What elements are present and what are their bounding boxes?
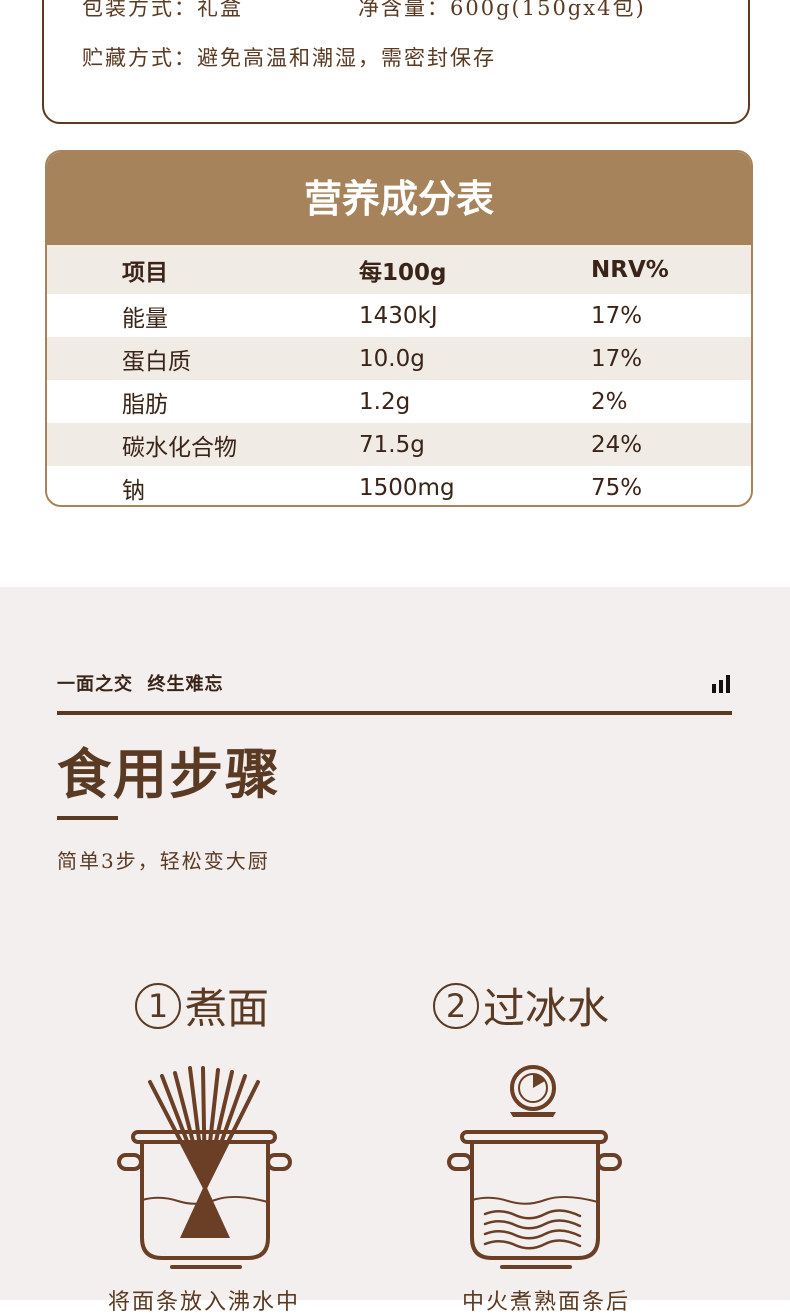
header-per100g: 每100g	[359, 259, 447, 286]
step-1-caption: 将面条放入沸水中	[108, 1290, 301, 1315]
nutrition-table: 营养成分表 项目 每100g NRV% 能量 1430kJ 17% 蛋白质 10.0g…	[45, 150, 753, 507]
cell: 1430kJ	[359, 302, 438, 329]
cell: 24%	[591, 431, 643, 458]
cell: 17%	[591, 302, 643, 329]
cell: 碳水化合物	[122, 434, 237, 461]
step-label: 煮面	[185, 984, 270, 1033]
step-number: 1	[135, 982, 181, 1029]
table-row: 能量 1430kJ 17%	[47, 294, 751, 337]
table-row: 蛋白质 10.0g 17%	[47, 337, 751, 380]
table-row: 钠 1500mg 75%	[47, 466, 751, 505]
step-2-title: 2 过冰水	[433, 975, 609, 1036]
cell: 能量	[122, 305, 168, 332]
header-item: 项目	[122, 259, 168, 286]
packaging-text: 包装方式：礼盒	[82, 0, 243, 20]
section-title: 食用步骤	[57, 742, 281, 806]
cell: 脂肪	[122, 391, 168, 418]
net-weight-text: 净含量：600g(150gx4包)	[358, 0, 646, 20]
step-1-title: 1 煮面	[135, 975, 269, 1036]
step-2-caption: 中火煮熟面条后	[462, 1290, 631, 1315]
pot-with-noodles-icon	[117, 1066, 292, 1269]
header-nrv: NRV%	[591, 256, 669, 283]
cell: 1500mg	[359, 474, 455, 501]
pot-with-timer-icon	[447, 1065, 622, 1269]
cell: 10.0g	[359, 345, 425, 372]
bars-icon	[712, 675, 732, 693]
table-header: 项目 每100g NRV%	[47, 245, 751, 294]
cell: 17%	[591, 345, 643, 372]
product-info-box	[42, 0, 750, 124]
cell: 2%	[591, 388, 628, 415]
table-row: 脂肪 1.2g 2%	[47, 380, 751, 423]
cell: 钠	[122, 477, 145, 504]
cell: 71.5g	[359, 431, 425, 458]
cell: 蛋白质	[122, 348, 191, 375]
title-underline	[57, 816, 118, 820]
step-number: 2	[433, 982, 479, 1029]
slogan: 一面之交 终生难忘	[57, 674, 224, 695]
steps-section	[0, 587, 790, 1300]
section-subtitle: 简单3步，轻松变大厨	[57, 849, 270, 873]
cell: 1.2g	[359, 388, 411, 415]
step-label: 过冰水	[483, 984, 610, 1033]
table-row: 碳水化合物 71.5g 24%	[47, 423, 751, 466]
cell: 75%	[591, 474, 643, 501]
nutrition-title: 营养成分表	[47, 152, 751, 245]
divider	[57, 711, 732, 715]
storage-text: 贮藏方式：避免高温和潮湿，需密封保存	[82, 46, 496, 70]
